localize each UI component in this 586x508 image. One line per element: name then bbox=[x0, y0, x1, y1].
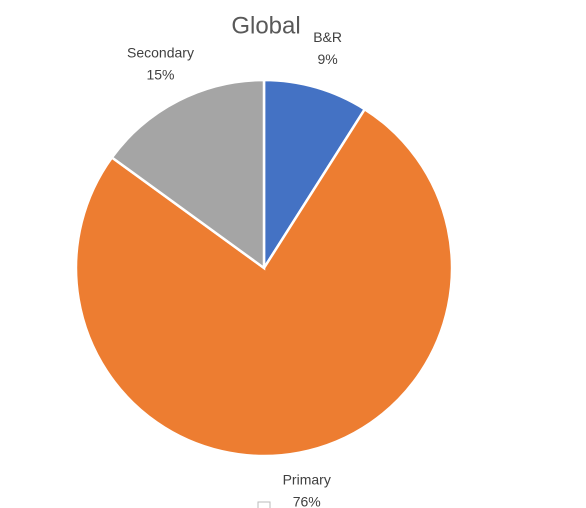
slice-label: Secondary bbox=[127, 45, 194, 61]
slice-label: B&R bbox=[313, 29, 342, 45]
pie-slice bbox=[262, 78, 367, 273]
value-label: 76% bbox=[293, 494, 321, 508]
pie-slice bbox=[110, 78, 266, 271]
value-label: 9% bbox=[317, 51, 337, 67]
slice-label: Primary bbox=[283, 472, 331, 488]
chart-title: Global bbox=[231, 12, 300, 39]
legend-handle bbox=[257, 501, 271, 508]
pie-slice bbox=[74, 107, 454, 458]
value-label: 15% bbox=[146, 67, 174, 83]
